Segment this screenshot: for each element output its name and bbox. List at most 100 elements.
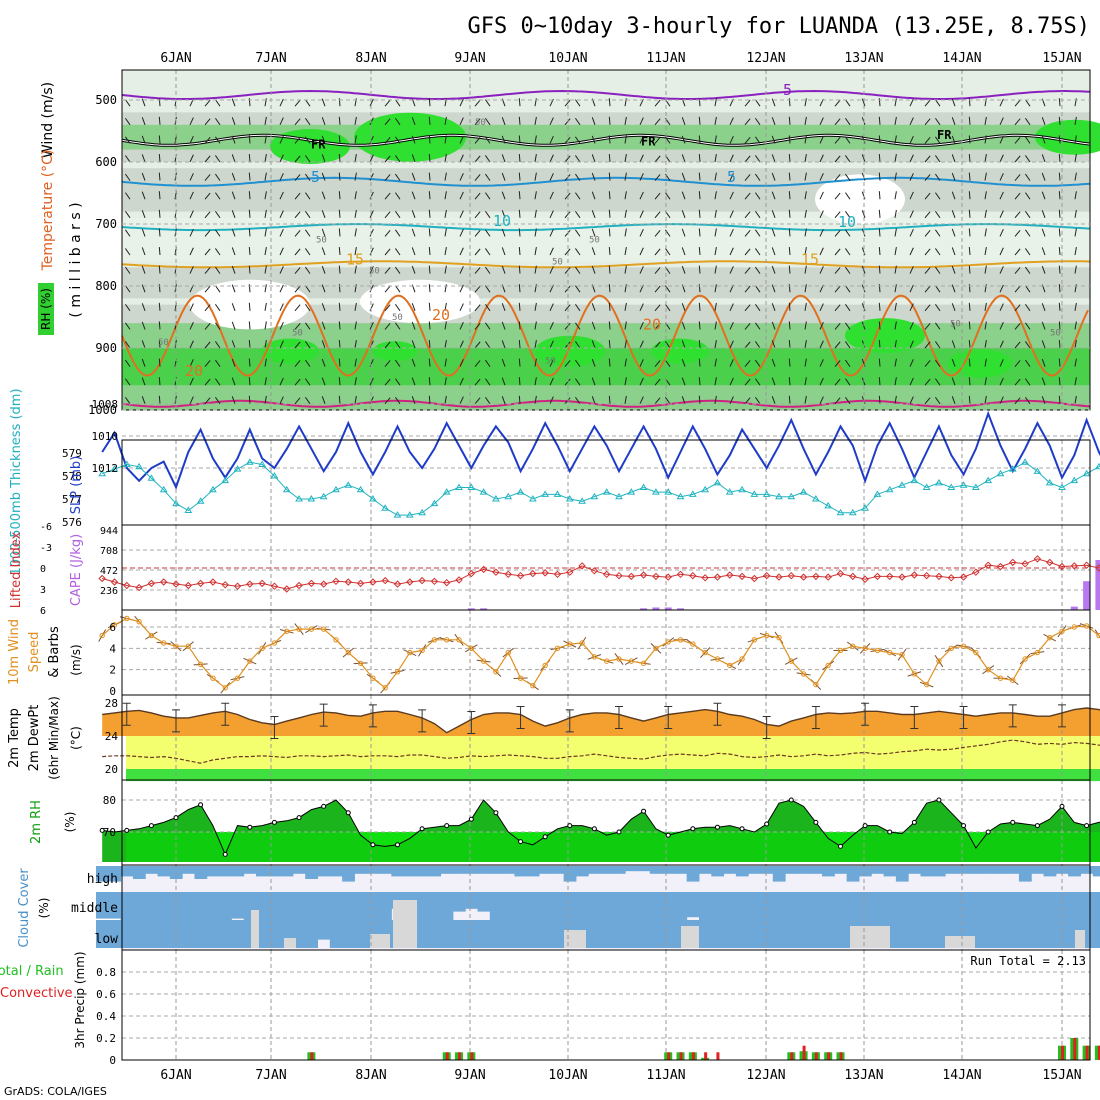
wind-barb <box>1014 118 1021 126</box>
wind-barb <box>1074 358 1077 367</box>
wind-barb <box>771 377 776 386</box>
wind-barb <box>698 284 701 293</box>
wind-barb <box>501 135 506 144</box>
cloud-low-patch <box>681 926 699 948</box>
wind-barb <box>1014 341 1021 349</box>
wind-barb <box>834 155 841 163</box>
wind-barb <box>788 395 791 404</box>
isotherm-label: 5 <box>727 168 736 186</box>
wind-barb <box>534 395 537 404</box>
li-point <box>246 580 254 588</box>
cloud-cell-middle <box>735 892 749 920</box>
wind-speed-point <box>111 622 118 628</box>
wind-barb <box>248 284 251 293</box>
cloud-cell-high <box>920 866 934 877</box>
wind-barb <box>999 210 1004 219</box>
temp-minmax-bar <box>1008 704 1017 728</box>
wind-barb <box>501 117 506 125</box>
cloud-level-label: high <box>87 872 118 887</box>
cloud-cell-high <box>477 866 491 874</box>
wind-barb <box>984 377 987 386</box>
thickness-point <box>848 508 857 516</box>
wind-barb <box>878 116 881 125</box>
cloud-cell-high <box>575 866 589 877</box>
wind-barb <box>951 340 956 349</box>
wind-barb <box>935 117 941 126</box>
wind-barb <box>714 265 717 274</box>
wind-barb <box>459 228 464 237</box>
wind-barb <box>1058 153 1061 163</box>
wind-barb <box>624 228 627 237</box>
li-point <box>615 571 623 580</box>
wind-barb <box>125 192 131 200</box>
wind-speed-point <box>616 656 622 662</box>
cloud-cell-high <box>255 866 269 877</box>
wind-barb <box>654 118 661 126</box>
precip-convective-bar <box>814 1052 818 1060</box>
wind-barb <box>395 136 401 144</box>
cloud-cell-middle <box>575 892 589 920</box>
li-point <box>861 575 869 583</box>
cloud-cell-middle <box>834 892 848 920</box>
wind-barb <box>935 303 941 312</box>
cloud-cell-high <box>834 866 848 874</box>
thickness-point <box>1008 465 1017 472</box>
cloud-cell-high <box>908 866 921 874</box>
wind-barb <box>411 210 416 218</box>
moist-blob <box>261 338 319 364</box>
wind-barb <box>624 265 627 274</box>
wind-barb <box>395 229 401 237</box>
cloud-cell-middle <box>932 892 946 920</box>
li-point <box>98 574 106 583</box>
li-point <box>479 565 488 574</box>
wind-barb <box>729 247 734 256</box>
precip-convective-bar <box>790 1052 794 1060</box>
cloud-cell-high <box>723 866 737 874</box>
wind-barb <box>158 153 161 163</box>
freezing-label: FR <box>641 134 656 148</box>
wind-barb <box>698 321 701 330</box>
wind-barb <box>909 266 914 274</box>
wind-speed-point <box>997 675 1004 681</box>
wind-barb <box>834 360 841 367</box>
wind-barb <box>411 265 416 274</box>
wind-barb <box>428 98 431 107</box>
wind-barb <box>395 303 401 312</box>
bottom-date-label: 10JAN <box>548 1068 587 1083</box>
rh-contour-label: 50 <box>369 267 380 277</box>
cloud-cell-low <box>292 920 306 948</box>
wind-barb <box>804 116 807 125</box>
wind-barb <box>248 172 251 181</box>
wind-barb <box>999 247 1004 256</box>
cloud-cell-high <box>329 866 343 877</box>
wind-barb <box>264 284 267 293</box>
wind-barb <box>141 228 146 237</box>
rh-point <box>493 810 499 816</box>
rh-point <box>1034 823 1040 829</box>
li-point <box>726 571 734 579</box>
wind-barb <box>968 302 971 311</box>
wind-barb <box>395 248 401 256</box>
chart-title: GFS 0~10day 3-hourly for LUANDA (13.25E,… <box>467 14 1090 39</box>
top-date-label: 7JAN <box>255 51 286 66</box>
wind-barb <box>968 172 971 181</box>
cloud-cell-high <box>280 866 294 877</box>
top-date-label: 15JAN <box>1042 51 1081 66</box>
wind-barb <box>639 303 644 312</box>
wind-speed-point <box>788 658 794 664</box>
thickness-point <box>627 488 636 495</box>
wind-barb <box>395 378 401 386</box>
wind-barb <box>834 267 841 274</box>
wind-barb <box>788 339 791 349</box>
wind-barb <box>744 285 751 293</box>
li-point <box>1045 558 1054 567</box>
rh-point <box>1084 823 1090 829</box>
wind-barb <box>444 395 447 404</box>
wind-speed-point <box>444 637 450 643</box>
wind-barb <box>681 321 686 330</box>
cloud-cell-high <box>415 866 429 877</box>
wind-barb <box>321 377 326 386</box>
wind-barb <box>305 192 311 200</box>
cloud-cell-high <box>268 866 282 877</box>
